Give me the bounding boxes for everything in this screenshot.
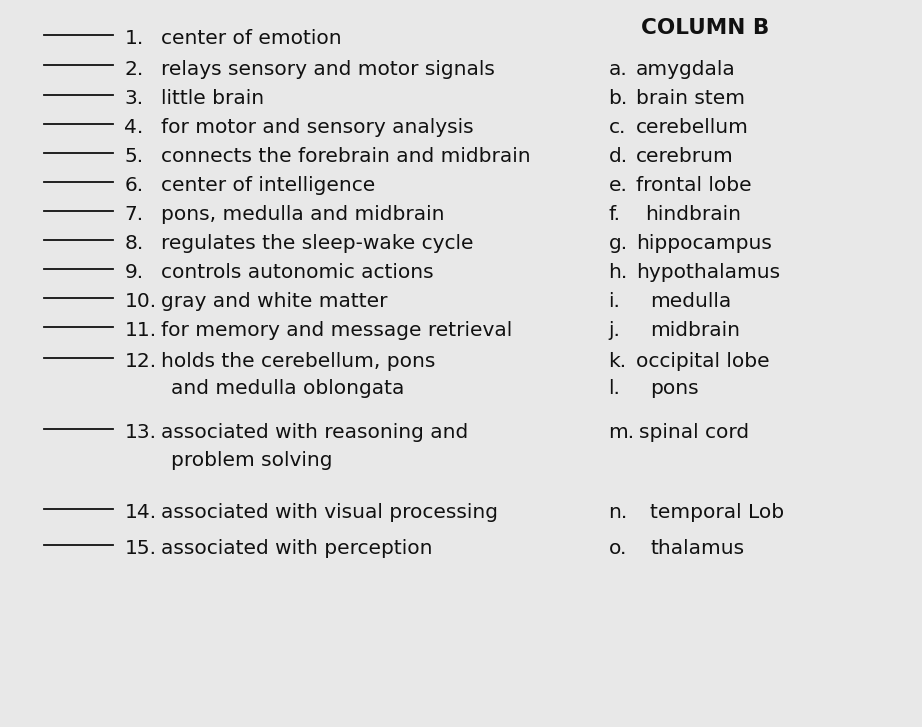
Text: and medulla oblongata: and medulla oblongata bbox=[171, 379, 404, 398]
Text: 8.: 8. bbox=[124, 234, 144, 253]
Text: connects the forebrain and midbrain: connects the forebrain and midbrain bbox=[161, 147, 531, 166]
Text: b.: b. bbox=[609, 89, 628, 108]
Text: f.: f. bbox=[609, 205, 621, 224]
Text: 1.: 1. bbox=[124, 29, 144, 48]
Text: for memory and message retrieval: for memory and message retrieval bbox=[161, 321, 513, 340]
Text: 13.: 13. bbox=[124, 423, 157, 442]
Text: 5.: 5. bbox=[124, 147, 144, 166]
Text: 7.: 7. bbox=[124, 205, 144, 224]
Text: controls autonomic actions: controls autonomic actions bbox=[161, 263, 434, 282]
Text: n.: n. bbox=[609, 503, 628, 522]
Text: pons, medulla and midbrain: pons, medulla and midbrain bbox=[161, 205, 444, 224]
Text: o.: o. bbox=[609, 539, 627, 558]
Text: hypothalamus: hypothalamus bbox=[636, 263, 780, 282]
Text: associated with visual processing: associated with visual processing bbox=[161, 503, 499, 522]
Text: frontal lobe: frontal lobe bbox=[636, 176, 751, 195]
Text: h.: h. bbox=[609, 263, 628, 282]
Text: 14.: 14. bbox=[124, 503, 157, 522]
Text: g.: g. bbox=[609, 234, 628, 253]
Text: e.: e. bbox=[609, 176, 627, 195]
Text: relays sensory and motor signals: relays sensory and motor signals bbox=[161, 60, 495, 79]
Text: cerebellum: cerebellum bbox=[636, 118, 749, 137]
Text: gray and white matter: gray and white matter bbox=[161, 292, 388, 311]
Text: d.: d. bbox=[609, 147, 628, 166]
Text: brain stem: brain stem bbox=[636, 89, 745, 108]
Text: 10.: 10. bbox=[124, 292, 157, 311]
Text: hindbrain: hindbrain bbox=[645, 205, 741, 224]
Text: little brain: little brain bbox=[161, 89, 265, 108]
Text: problem solving: problem solving bbox=[171, 451, 332, 470]
Text: midbrain: midbrain bbox=[650, 321, 740, 340]
Text: occipital lobe: occipital lobe bbox=[636, 352, 770, 371]
Text: associated with perception: associated with perception bbox=[161, 539, 432, 558]
Text: 11.: 11. bbox=[124, 321, 157, 340]
Text: m.: m. bbox=[609, 423, 634, 442]
Text: 3.: 3. bbox=[124, 89, 144, 108]
Text: 12.: 12. bbox=[124, 352, 157, 371]
Text: k.: k. bbox=[609, 352, 627, 371]
Text: for motor and sensory analysis: for motor and sensory analysis bbox=[161, 118, 474, 137]
Text: 6.: 6. bbox=[124, 176, 144, 195]
Text: temporal Lob: temporal Lob bbox=[650, 503, 784, 522]
Text: center of emotion: center of emotion bbox=[161, 29, 342, 48]
Text: 9.: 9. bbox=[124, 263, 144, 282]
Text: thalamus: thalamus bbox=[650, 539, 744, 558]
Text: j.: j. bbox=[609, 321, 621, 340]
Text: a.: a. bbox=[609, 60, 627, 79]
Text: center of intelligence: center of intelligence bbox=[161, 176, 375, 195]
Text: 4.: 4. bbox=[124, 118, 144, 137]
Text: 15.: 15. bbox=[124, 539, 157, 558]
Text: pons: pons bbox=[650, 379, 699, 398]
Text: cerebrum: cerebrum bbox=[636, 147, 734, 166]
Text: regulates the sleep-wake cycle: regulates the sleep-wake cycle bbox=[161, 234, 474, 253]
Text: i.: i. bbox=[609, 292, 621, 311]
Text: associated with reasoning and: associated with reasoning and bbox=[161, 423, 468, 442]
Text: medulla: medulla bbox=[650, 292, 731, 311]
Text: amygdala: amygdala bbox=[636, 60, 736, 79]
Text: c.: c. bbox=[609, 118, 626, 137]
Text: holds the cerebellum, pons: holds the cerebellum, pons bbox=[161, 352, 436, 371]
Text: 2.: 2. bbox=[124, 60, 144, 79]
Text: l.: l. bbox=[609, 379, 621, 398]
Text: COLUMN B: COLUMN B bbox=[641, 18, 769, 39]
Text: hippocampus: hippocampus bbox=[636, 234, 772, 253]
Text: spinal cord: spinal cord bbox=[639, 423, 749, 442]
